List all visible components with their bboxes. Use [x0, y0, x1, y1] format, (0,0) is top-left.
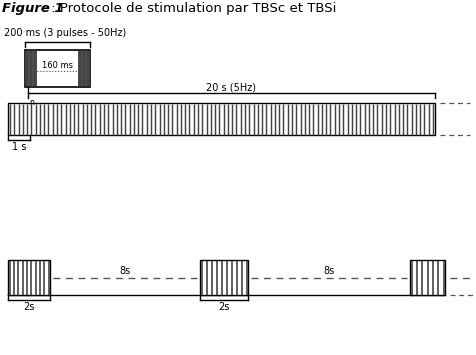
Text: : Protocole de stimulation par TBSc et TBSi: : Protocole de stimulation par TBSc et T… — [47, 2, 337, 15]
Text: 8s: 8s — [323, 266, 335, 275]
Text: 2s: 2s — [218, 302, 230, 312]
Bar — [8, 260, 50, 295]
Text: 1 s: 1 s — [12, 142, 26, 152]
Text: n: n — [29, 98, 34, 107]
Bar — [200, 260, 248, 295]
Text: 160 ms: 160 ms — [42, 60, 73, 70]
Text: 8s: 8s — [119, 266, 130, 275]
Text: 20 s (5Hz): 20 s (5Hz) — [207, 82, 257, 92]
Text: 200 ms (3 pulses - 50Hz): 200 ms (3 pulses - 50Hz) — [4, 28, 126, 38]
Bar — [410, 260, 445, 295]
Bar — [25, 50, 90, 87]
Text: 2s: 2s — [23, 302, 35, 312]
Text: Figure 1: Figure 1 — [2, 2, 64, 15]
Bar — [8, 103, 435, 135]
